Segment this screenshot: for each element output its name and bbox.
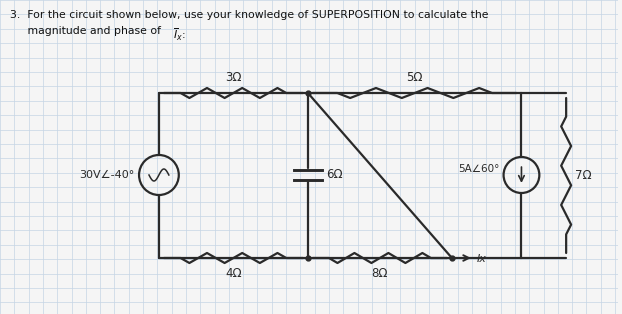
Text: 5Ω: 5Ω (406, 71, 423, 84)
Text: Ix: Ix (476, 254, 486, 264)
Text: $\overline{I}_{x}$:: $\overline{I}_{x}$: (173, 26, 185, 43)
Text: 6Ω: 6Ω (326, 169, 342, 181)
Text: 8Ω: 8Ω (372, 267, 388, 280)
Text: 3.  For the circuit shown below, use your knowledge of SUPERPOSITION to calculat: 3. For the circuit shown below, use your… (10, 10, 488, 20)
Text: 4Ω: 4Ω (225, 267, 242, 280)
Text: magnitude and phase of: magnitude and phase of (10, 26, 164, 36)
Text: 7Ω: 7Ω (575, 169, 592, 182)
Text: 30V∠-40°: 30V∠-40° (79, 170, 134, 180)
Text: 3Ω: 3Ω (225, 71, 242, 84)
Text: 5A∠60°: 5A∠60° (458, 164, 499, 174)
